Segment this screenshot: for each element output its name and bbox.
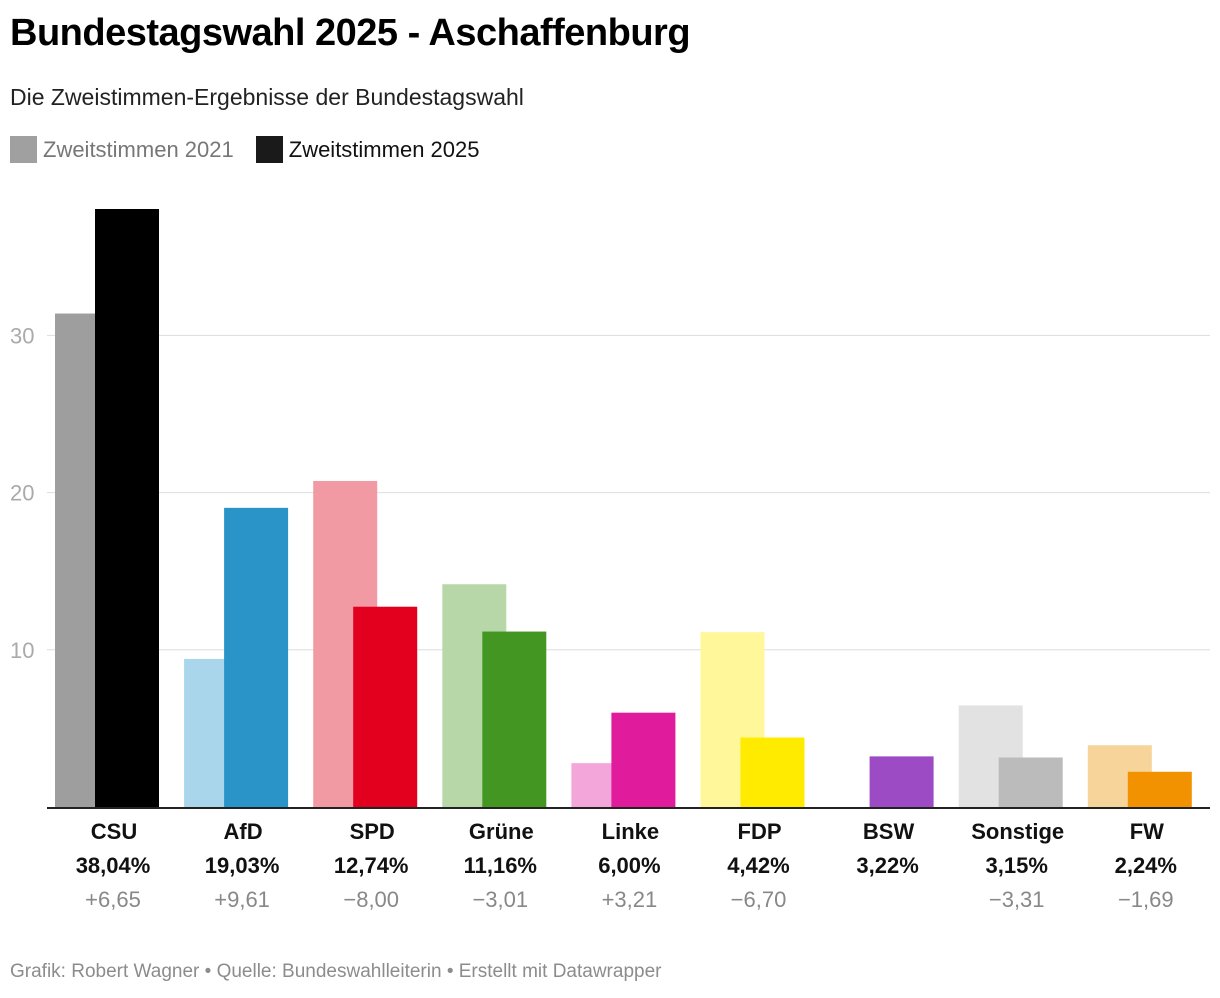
change-label-afd: +9,61 — [214, 887, 270, 912]
category-label-csu: CSU — [91, 819, 137, 844]
bar-2025-grüne — [482, 631, 547, 807]
value-label-fw: 2,24% — [1115, 853, 1177, 878]
footer-credits: Grafik: Robert Wagner • Quelle: Bundeswa… — [10, 961, 662, 982]
category-label-afd: AfD — [224, 819, 263, 844]
category-label-linke: Linke — [602, 819, 659, 844]
value-label-bsw: 3,22% — [856, 853, 918, 878]
y-tick-label-10: 10 — [10, 638, 34, 663]
change-label-fw: −1,69 — [1118, 887, 1174, 912]
bar-2025-bsw — [869, 756, 934, 807]
bar-2025-fdp — [740, 737, 805, 807]
legend-label-2021: Zweitstimmen 2021 — [43, 136, 234, 162]
value-label-afd: 19,03% — [205, 853, 280, 878]
value-label-spd: 12,74% — [334, 853, 409, 878]
change-label-csu: +6,65 — [85, 887, 141, 912]
category-label-fw: FW — [1130, 819, 1164, 844]
category-label-bsw: BSW — [863, 819, 915, 844]
change-label-grüne: −3,01 — [472, 887, 528, 912]
category-label-fdp: FDP — [738, 819, 782, 844]
bar-2025-sonstige — [998, 757, 1063, 807]
legend: Zweitstimmen 2021 Zweitstimmen 2025 — [10, 136, 502, 163]
bar-2025-fw — [1127, 771, 1192, 807]
value-label-sonstige: 3,15% — [986, 853, 1048, 878]
legend-swatch-2021 — [10, 136, 37, 163]
legend-swatch-2025 — [255, 136, 283, 163]
change-label-linke: +3,21 — [602, 887, 658, 912]
bar-2025-spd — [353, 606, 418, 807]
value-label-linke: 6,00% — [598, 853, 660, 878]
category-label-grüne: Grüne — [469, 819, 534, 844]
bar-2025-afd — [224, 507, 289, 807]
legend-label-2025: Zweitstimmen 2025 — [288, 136, 480, 162]
bar-2025-linke — [611, 712, 676, 807]
legend-item-2021: Zweitstimmen 2021 — [10, 136, 234, 163]
chart-title: Bundestagswahl 2025 - Aschaffenburg — [10, 12, 691, 54]
change-label-sonstige: −3,31 — [989, 887, 1045, 912]
value-label-grüne: 11,16% — [464, 853, 537, 878]
change-label-fdp: −6,70 — [731, 887, 787, 912]
category-label-spd: SPD — [350, 819, 395, 844]
y-tick-label-20: 20 — [10, 481, 34, 506]
bar-2025-csu — [95, 209, 159, 807]
legend-item-2025: Zweitstimmen 2025 — [255, 136, 480, 163]
change-label-spd: −8,00 — [343, 887, 399, 912]
y-tick-label-30: 30 — [10, 323, 34, 348]
value-label-fdp: 4,42% — [727, 853, 789, 878]
value-label-csu: 38,04% — [76, 853, 151, 878]
category-label-sonstige: Sonstige — [971, 819, 1064, 844]
chart-subtitle: Die Zweistimmen-Ergebnisse der Bundestag… — [10, 84, 524, 110]
